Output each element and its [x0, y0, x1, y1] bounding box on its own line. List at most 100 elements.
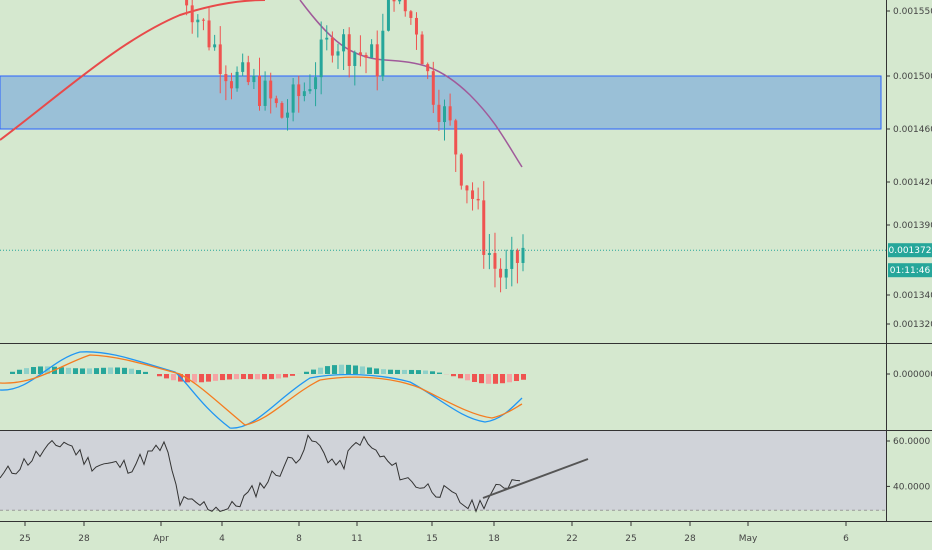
candle-body — [269, 80, 273, 99]
macd-histogram-bar — [192, 374, 197, 383]
countdown-text: 01:11:46 — [890, 266, 931, 276]
macd-histogram-bar — [157, 374, 162, 377]
macd-panel[interactable] — [0, 344, 886, 430]
candle-body — [347, 34, 351, 66]
macd-histogram-bar — [381, 369, 386, 374]
macd-histogram-bar — [80, 368, 85, 374]
candle-body — [235, 71, 239, 89]
macd-histogram-bar — [73, 368, 78, 374]
macd-histogram-bar — [332, 365, 337, 374]
candle-body — [454, 120, 458, 155]
macd-histogram-bar — [388, 369, 393, 374]
candle-body — [325, 37, 329, 40]
candle-body — [403, 0, 407, 12]
macd-axis[interactable]: 0.000000 — [886, 370, 932, 380]
macd-histogram-bar — [451, 374, 456, 377]
price-tick-label: 0.001460 — [893, 125, 932, 135]
candle-body — [459, 154, 463, 186]
candle-body — [358, 52, 362, 55]
candle-body — [342, 34, 346, 52]
time-tick-label: 25 — [19, 534, 30, 544]
time-tick-label: 25 — [625, 534, 636, 544]
macd-tick-label: 0.000000 — [893, 370, 932, 380]
price-tick-label: 0.001500 — [893, 72, 932, 82]
candle-body — [431, 71, 435, 105]
macd-histogram-bar — [227, 374, 232, 380]
time-tick-label: 11 — [351, 534, 362, 544]
candle-body — [471, 190, 475, 199]
macd-layer — [0, 351, 526, 429]
macd-histogram-bar — [325, 366, 330, 374]
candle-body — [280, 103, 284, 118]
candle-body — [426, 64, 430, 72]
macd-histogram-bar — [164, 374, 169, 379]
time-tick-label: 8 — [296, 534, 302, 544]
macd-line — [0, 351, 523, 429]
macd-histogram-bar — [241, 374, 246, 380]
candle-body — [224, 74, 228, 82]
macd-histogram-bar — [395, 369, 400, 374]
macd-histogram-bar — [479, 374, 484, 384]
candle-body — [286, 112, 290, 118]
time-tick-label: 4 — [219, 534, 225, 544]
supply-zone — [0, 75, 882, 130]
candle-body — [263, 80, 267, 106]
candle-body — [314, 77, 318, 90]
macd-histogram-bar — [213, 374, 218, 381]
macd-histogram-bar — [129, 368, 134, 374]
candle-body — [476, 198, 480, 201]
macd-histogram-bar — [402, 369, 407, 374]
ma-fast-line — [0, 0, 266, 141]
macd-histogram-bar — [248, 374, 253, 380]
time-tick-label: May — [739, 534, 758, 544]
candle-body — [229, 81, 233, 89]
candle-body — [515, 250, 519, 263]
macd-histogram-bar — [304, 371, 309, 374]
time-tick-label: 15 — [426, 534, 437, 544]
candle-body — [185, 0, 189, 6]
signal-line — [0, 354, 523, 426]
rsi-band — [0, 431, 886, 511]
time-tick-label: 28 — [684, 534, 696, 544]
candle-body — [336, 51, 340, 56]
rsi-axis[interactable]: 60.0000 40.0000 — [886, 437, 930, 492]
price-axis[interactable]: 0.001550 0.001500 0.001460 0.001420 0.001390… — [886, 7, 932, 330]
macd-histogram-bar — [206, 374, 211, 382]
macd-histogram-bar — [108, 367, 113, 374]
candle-body — [207, 20, 211, 48]
macd-histogram-bar — [500, 374, 505, 384]
macd-histogram-bar — [437, 372, 442, 374]
candle-body — [448, 106, 452, 121]
macd-histogram-bar — [276, 374, 281, 379]
candle-body — [482, 200, 486, 255]
candle-body — [443, 106, 447, 123]
macd-histogram-bar — [115, 367, 120, 374]
candle-body — [392, 0, 396, 2]
candle-body — [414, 17, 418, 35]
price-tick-label: 0.001340 — [893, 291, 932, 301]
candle-body — [437, 104, 441, 123]
supply-zone-layer — [0, 75, 882, 130]
rsi-layer — [0, 431, 886, 513]
time-axis[interactable]: 25 28 Apr 4 8 11 15 18 22 25 28 May 6 — [19, 522, 849, 544]
price-tick-label: 0.001550 — [893, 7, 932, 17]
price-panel[interactable] — [0, 0, 886, 343]
last-price-label: 0.001372 — [888, 243, 932, 258]
macd-histogram-bar — [430, 371, 435, 374]
candle-body — [420, 34, 424, 65]
candle-body — [493, 253, 497, 269]
candle-body — [297, 84, 301, 97]
candle-body — [241, 62, 245, 72]
macd-histogram-bar — [59, 367, 64, 374]
macd-histogram-bar — [143, 371, 148, 374]
macd-histogram-bar — [311, 369, 316, 374]
macd-histogram-bar — [353, 365, 358, 374]
macd-histogram-bar — [269, 374, 274, 380]
candle-body — [190, 5, 194, 23]
rsi-tick-label: 60.0000 — [893, 437, 930, 447]
moving-average-layer — [0, 0, 523, 168]
macd-histogram-bar — [171, 374, 176, 381]
candle-body — [274, 98, 278, 104]
macd-histogram-bar — [360, 366, 365, 374]
